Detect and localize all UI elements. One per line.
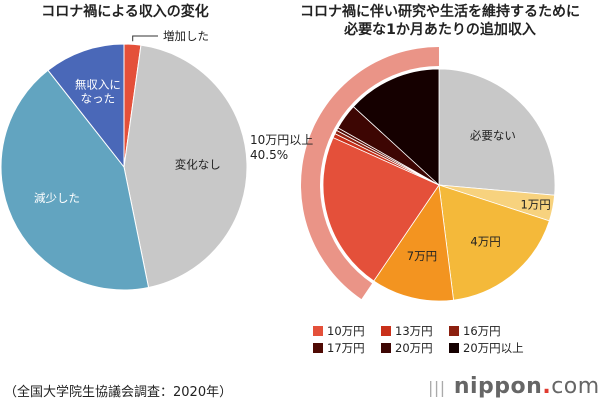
source-note: （全国大学院生協議会調査：2020年） (4, 385, 233, 400)
right-pie-label-3: 7万円 (407, 249, 437, 263)
logo-bars-icon: ||| (428, 378, 446, 397)
legend-swatch (381, 343, 391, 353)
left-pie-label-2: 減少した (34, 191, 80, 205)
logo-tld: com (551, 374, 600, 399)
left-pie-slice-3 (47, 43, 125, 169)
legend-label: 16万円 (463, 324, 501, 338)
logo-name: nippon (453, 374, 543, 399)
legend-label: 13万円 (395, 324, 433, 338)
left-pie-label-3: 無収入になった (75, 77, 121, 105)
legend-label: 17万円 (327, 341, 365, 355)
legend: 10万円 13万円 16万円 17万円 20万円 20万円以上 (313, 323, 539, 356)
legend-label: 10万円 (327, 324, 365, 338)
legend-swatch (449, 343, 459, 353)
legend-label: 20万円 (395, 341, 433, 355)
ten-man-over-ring (300, 47, 439, 300)
right-chart-title: コロナ禍に伴い研究や生活を維持するために 必要な1か月あたりの追加収入 (300, 4, 580, 38)
legend-item: 20万円以上 (449, 340, 539, 356)
right-pie-label-1: 1万円 (520, 198, 550, 212)
right-pie-label-2: 4万円 (470, 234, 500, 248)
right-pie-slice-2 (438, 184, 550, 301)
right-pie-slice-9 (352, 68, 440, 186)
left-pie-slice-2 (0, 69, 150, 291)
right-pie-label-0: 必要ない (470, 129, 516, 143)
left-pie-slice-1 (123, 44, 248, 289)
ten-man-over-annotation: 10万円以上 40.5% (250, 133, 314, 162)
legend-item: 10万円 (313, 323, 381, 339)
legend-swatch (313, 326, 323, 336)
legend-swatch (313, 343, 323, 353)
left-chart-title: コロナ禍による収入の変化 (41, 4, 209, 20)
legend-item: 13万円 (381, 323, 449, 339)
legend-item: 16万円 (449, 323, 539, 339)
legend-item: 20万円 (381, 340, 449, 356)
right-pie-slice-0 (438, 68, 556, 196)
legend-swatch (381, 326, 391, 336)
logo-dot: . (542, 374, 552, 399)
left-pie-label-0: 増加した (163, 29, 209, 43)
leader-line (132, 35, 158, 42)
left-pie-label-1: 変化なし (175, 158, 221, 172)
legend-swatch (449, 326, 459, 336)
nippon-logo: ||| nippon.com (428, 374, 600, 399)
legend-item: 17万円 (313, 340, 381, 356)
legend-label: 20万円以上 (463, 341, 524, 355)
right-pie-slice-3 (373, 183, 454, 302)
right-pie-slice-4 (322, 137, 440, 282)
